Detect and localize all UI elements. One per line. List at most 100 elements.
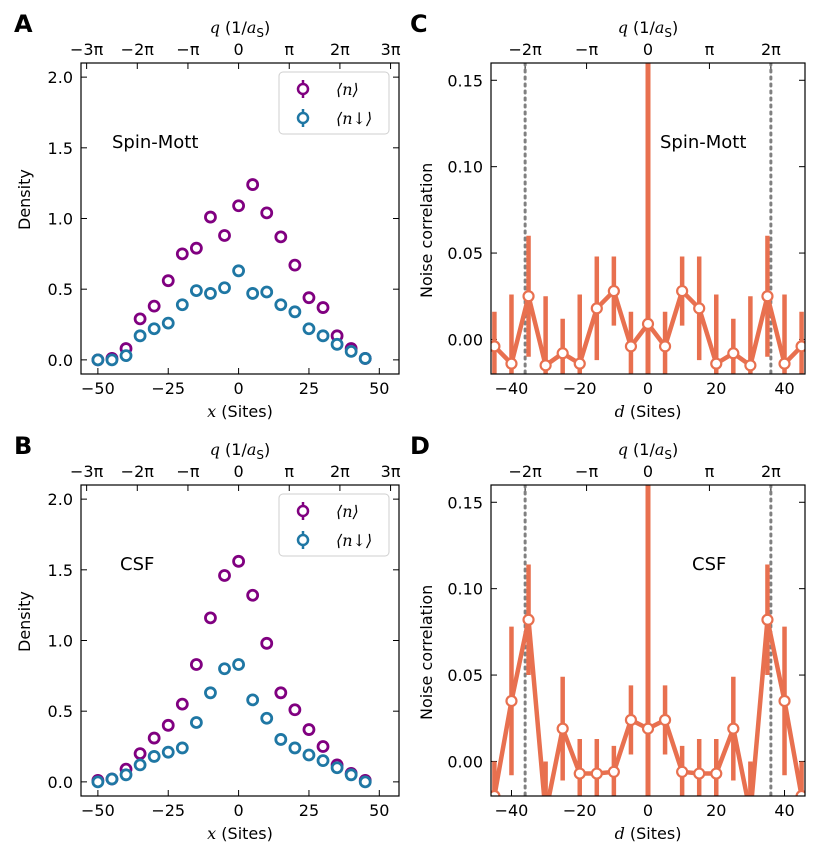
data-point bbox=[505, 694, 518, 708]
top-tick-label: 2π bbox=[330, 462, 350, 481]
data-point bbox=[260, 206, 274, 220]
data-point bbox=[795, 340, 805, 353]
top-tick-label: −3π bbox=[70, 40, 104, 59]
y-tick-label: 0.0 bbox=[48, 351, 73, 370]
panel-b: B −50 −25 0 25 50 0.0 0.5 1.0 1.5 2.0 −3π −2π −π 0 π 2π… bbox=[14, 432, 401, 843]
data-point bbox=[91, 775, 105, 789]
data-point bbox=[260, 285, 274, 299]
data-point bbox=[204, 686, 217, 700]
top-tick-label: 3π bbox=[381, 462, 401, 481]
ticks: −40 −20 0 20 40 0.00 0.05 0.10 0.15 −2π −π 0 π 2π bbox=[447, 462, 805, 820]
y-axis-label: Noise correlation bbox=[417, 585, 436, 720]
x-tick-label: −25 bbox=[151, 801, 185, 820]
top-axis-label: q (1/aS) bbox=[618, 440, 679, 462]
data-point bbox=[778, 357, 791, 370]
y-tick-label: 1.0 bbox=[48, 210, 73, 229]
data-point bbox=[218, 229, 231, 242]
data-point bbox=[710, 767, 723, 780]
data-point bbox=[641, 317, 655, 330]
data-point bbox=[119, 349, 133, 363]
data-point bbox=[246, 287, 260, 300]
y-tick-label: 0.00 bbox=[447, 330, 483, 349]
data-point bbox=[189, 716, 203, 729]
legend-box bbox=[278, 493, 390, 557]
x-tick-label: 50 bbox=[369, 379, 389, 398]
panel-letter: A bbox=[14, 10, 33, 38]
data-point bbox=[175, 741, 189, 755]
data-point bbox=[246, 588, 260, 602]
top-tick-label: 0 bbox=[233, 462, 243, 481]
data-point bbox=[105, 353, 119, 367]
x-tick-label: 0 bbox=[233, 801, 243, 820]
data-point bbox=[147, 731, 161, 745]
data-point bbox=[232, 199, 245, 213]
data-point bbox=[658, 713, 672, 727]
data-point bbox=[204, 611, 217, 625]
data-point bbox=[693, 302, 706, 315]
legend-label-spin-down: ⟨n↓⟩ bbox=[336, 109, 372, 128]
top-tick-label: 0 bbox=[643, 40, 653, 59]
x-tick-label: −20 bbox=[563, 801, 597, 820]
top-tick-label: −π bbox=[176, 40, 199, 59]
data-point bbox=[316, 740, 330, 753]
data-point bbox=[607, 765, 620, 778]
data-point bbox=[133, 747, 147, 760]
y-tick-label: 0.05 bbox=[447, 666, 483, 685]
panel-letter: B bbox=[14, 432, 32, 460]
legend-label-spin-down: ⟨n↓⟩ bbox=[336, 531, 372, 550]
data-point bbox=[522, 613, 535, 626]
data-point bbox=[274, 230, 288, 244]
top-tick-label: −π bbox=[575, 40, 598, 59]
data-point bbox=[288, 258, 302, 272]
data-point bbox=[658, 340, 672, 353]
data-point bbox=[302, 322, 316, 336]
data-point bbox=[590, 302, 603, 315]
x-tick-label: 20 bbox=[706, 379, 726, 398]
data-point bbox=[676, 765, 689, 778]
y-tick-label: 2.0 bbox=[48, 490, 73, 509]
y-axis-label: Noise correlation bbox=[417, 163, 436, 298]
y-tick-label: 0.5 bbox=[48, 702, 73, 721]
y-tick-label: 0.5 bbox=[48, 280, 73, 299]
data-point bbox=[761, 290, 774, 303]
data-point bbox=[161, 745, 175, 759]
data-point bbox=[727, 722, 740, 735]
plot-area bbox=[491, 485, 805, 796]
top-axis-label: q (1/aS) bbox=[618, 18, 679, 40]
data-point bbox=[91, 353, 105, 367]
data-point bbox=[133, 329, 147, 343]
data-point bbox=[161, 316, 175, 330]
y-tick-label: 1.5 bbox=[48, 561, 73, 580]
data-point bbox=[274, 733, 288, 746]
data-point bbox=[204, 210, 217, 224]
data-point bbox=[246, 178, 260, 191]
data-point bbox=[232, 658, 245, 671]
top-tick-label: 3π bbox=[381, 40, 401, 59]
data-point bbox=[232, 264, 245, 278]
data-point bbox=[133, 312, 147, 326]
top-tick-label: −2π bbox=[509, 40, 543, 59]
data-point bbox=[624, 713, 638, 727]
y-tick-label: 0.15 bbox=[447, 493, 483, 512]
x-tick-label: 25 bbox=[299, 379, 319, 398]
data-point bbox=[556, 722, 569, 735]
x-tick-label: −25 bbox=[151, 379, 185, 398]
data-point bbox=[232, 554, 245, 568]
data-point bbox=[260, 711, 274, 725]
y-tick-label: 0.15 bbox=[447, 71, 483, 90]
data-point bbox=[246, 693, 260, 707]
data-point bbox=[288, 703, 302, 717]
data-point bbox=[288, 305, 302, 319]
data-point bbox=[778, 694, 791, 708]
legend: ⟨n⟩ ⟨n↓⟩ bbox=[278, 71, 390, 135]
y-axis-label: Density bbox=[15, 169, 34, 230]
data-point bbox=[505, 357, 518, 370]
data-point bbox=[573, 767, 586, 780]
data-point bbox=[316, 301, 330, 314]
data-point bbox=[491, 789, 501, 796]
data-point bbox=[358, 352, 372, 365]
top-tick-label: −2π bbox=[121, 40, 155, 59]
data-point bbox=[693, 767, 706, 780]
top-tick-label: −π bbox=[176, 462, 199, 481]
data-point bbox=[204, 287, 217, 300]
